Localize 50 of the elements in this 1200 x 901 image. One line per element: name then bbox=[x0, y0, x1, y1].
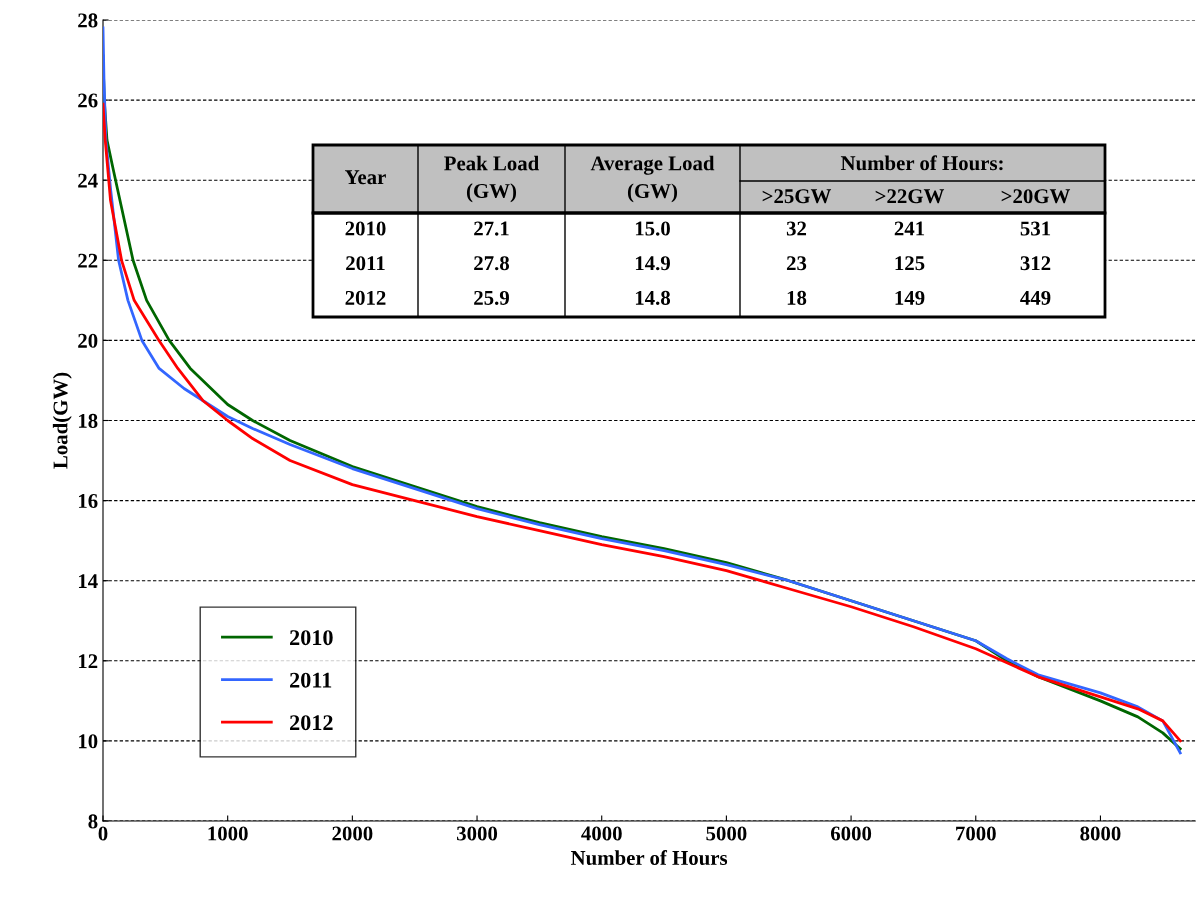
annotation: >22GW bbox=[875, 189, 945, 204]
y-tick-label: 16 bbox=[78, 494, 98, 509]
y-tick-label: 26 bbox=[78, 93, 98, 108]
x-tick-label: 0 bbox=[98, 826, 108, 841]
annotation: 125 bbox=[895, 256, 925, 271]
x-tick-label: 1000 bbox=[208, 826, 248, 841]
y-tick-label: 10 bbox=[78, 734, 98, 749]
annotation: 241 bbox=[894, 221, 925, 236]
annotation: 2011 bbox=[346, 256, 385, 271]
annotation: 32 bbox=[786, 221, 807, 236]
annotation: 15.0 bbox=[635, 221, 670, 236]
annotation: >20GW bbox=[1001, 189, 1071, 204]
legend-label: 2011 bbox=[290, 672, 332, 688]
annotation: 449 bbox=[1020, 290, 1051, 305]
annotation: 23 bbox=[786, 256, 807, 271]
y-axis-title: Load(GW) bbox=[52, 372, 72, 469]
x-tick-label: 2000 bbox=[332, 826, 373, 841]
annotation: Average Load (GW) bbox=[590, 155, 715, 203]
annotation: Number of Hours: bbox=[840, 155, 1003, 171]
y-tick-label: 8 bbox=[88, 814, 98, 829]
annotation: 27.1 bbox=[474, 221, 509, 236]
y-tick-label: 20 bbox=[78, 333, 98, 348]
y-tick-label: 24 bbox=[78, 173, 98, 188]
annotation: 14.9 bbox=[635, 256, 670, 271]
annotation: Year bbox=[345, 170, 386, 185]
y-tick-label: 28 bbox=[78, 13, 98, 28]
x-tick-label: 6000 bbox=[830, 826, 872, 841]
legend-label: 2010 bbox=[290, 630, 333, 646]
x-tick-label: 8000 bbox=[1080, 826, 1121, 841]
y-tick-label: 14 bbox=[78, 574, 98, 588]
annotation: 531 bbox=[1020, 221, 1051, 236]
x-axis-title: Number of Hours bbox=[570, 850, 728, 866]
y-tick-label: 22 bbox=[78, 253, 98, 268]
annotation: 18 bbox=[787, 290, 807, 305]
annotation: >25GW bbox=[762, 189, 832, 204]
annotation: 14.8 bbox=[635, 290, 671, 305]
annotation: 312 bbox=[1020, 256, 1051, 271]
annotation: Peak Load (GW) bbox=[444, 155, 540, 203]
x-tick-label: 4000 bbox=[581, 826, 622, 841]
annotation: 27.8 bbox=[474, 256, 510, 271]
x-tick-label: 5000 bbox=[706, 826, 747, 841]
annotation: 149 bbox=[895, 290, 925, 305]
annotation: 2010 bbox=[345, 221, 386, 236]
x-tick-label: 7000 bbox=[956, 826, 996, 841]
legend-label: 2012 bbox=[290, 715, 333, 731]
x-tick-label: 3000 bbox=[456, 826, 498, 841]
y-tick-label: 18 bbox=[78, 413, 98, 428]
annotation: 2012 bbox=[345, 290, 386, 305]
annotation: 25.9 bbox=[474, 290, 509, 305]
y-tick-label: 12 bbox=[78, 654, 98, 669]
